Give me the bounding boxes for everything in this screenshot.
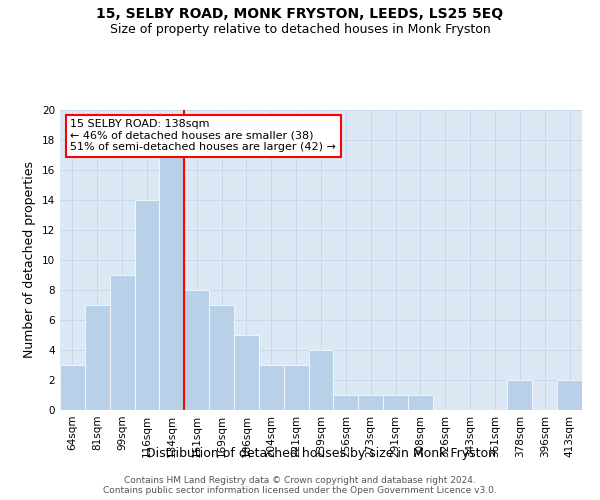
Text: Size of property relative to detached houses in Monk Fryston: Size of property relative to detached ho… [110, 22, 490, 36]
Bar [259, 365, 284, 410]
Bar [60, 365, 85, 410]
Bar [85, 305, 110, 410]
Bar [383, 395, 408, 410]
Bar [234, 335, 259, 410]
Bar [308, 350, 334, 410]
Text: Distribution of detached houses by size in Monk Fryston: Distribution of detached houses by size … [146, 448, 496, 460]
Bar [334, 395, 358, 410]
Y-axis label: Number of detached properties: Number of detached properties [23, 162, 37, 358]
Bar [160, 155, 184, 410]
Bar [134, 200, 160, 410]
Text: 15, SELBY ROAD, MONK FRYSTON, LEEDS, LS25 5EQ: 15, SELBY ROAD, MONK FRYSTON, LEEDS, LS2… [97, 8, 503, 22]
Bar [184, 290, 209, 410]
Bar [284, 365, 308, 410]
Bar [557, 380, 582, 410]
Text: Contains HM Land Registry data © Crown copyright and database right 2024.
Contai: Contains HM Land Registry data © Crown c… [103, 476, 497, 495]
Bar [408, 395, 433, 410]
Bar [358, 395, 383, 410]
Bar [110, 275, 134, 410]
Text: 15 SELBY ROAD: 138sqm
← 46% of detached houses are smaller (38)
51% of semi-deta: 15 SELBY ROAD: 138sqm ← 46% of detached … [70, 119, 337, 152]
Bar [209, 305, 234, 410]
Bar [508, 380, 532, 410]
